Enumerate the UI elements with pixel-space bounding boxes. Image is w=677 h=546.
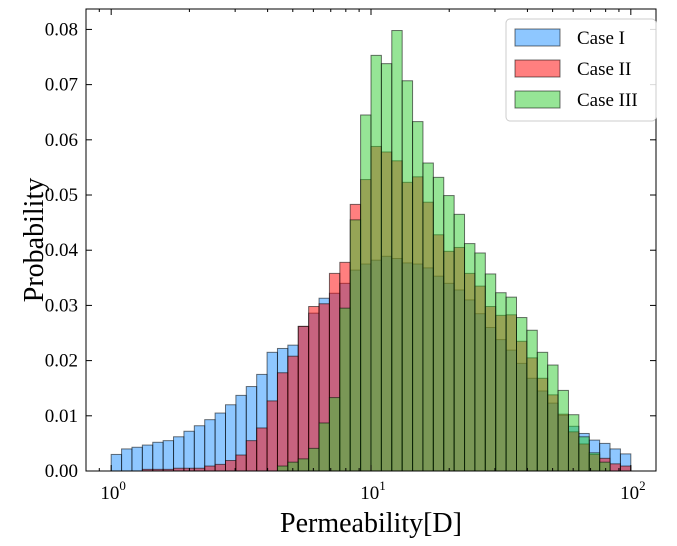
bar xyxy=(536,351,549,472)
bar xyxy=(432,176,445,472)
bar xyxy=(349,219,362,472)
bar xyxy=(235,454,247,472)
bar xyxy=(297,325,310,472)
series-3-bars xyxy=(276,30,611,472)
legend-label: Case II xyxy=(577,59,631,80)
y-tick-label: 0.06 xyxy=(45,130,78,151)
bar xyxy=(224,460,237,472)
bar xyxy=(162,440,175,472)
legend-swatch xyxy=(514,28,561,47)
bar xyxy=(308,306,320,472)
bar xyxy=(256,427,268,472)
bar xyxy=(484,273,497,472)
bar xyxy=(380,63,393,472)
legend-label: Case I xyxy=(577,28,625,49)
bar xyxy=(412,121,424,472)
bar xyxy=(391,30,403,472)
bar xyxy=(121,448,133,472)
bar xyxy=(599,461,611,472)
y-axis-label: Probability xyxy=(19,178,50,302)
legend: Case I Case II Case III xyxy=(505,18,657,122)
bar xyxy=(505,296,518,472)
bar xyxy=(318,422,330,472)
bar xyxy=(276,465,289,472)
bar xyxy=(152,441,164,472)
bar xyxy=(183,430,195,472)
bar xyxy=(619,465,632,472)
bar xyxy=(516,317,528,472)
bar xyxy=(567,414,580,472)
legend-label: Case III xyxy=(577,90,638,111)
bar xyxy=(131,446,143,472)
bar xyxy=(339,307,351,472)
bar xyxy=(547,364,559,472)
y-tick-label: 0.08 xyxy=(45,19,78,40)
y-tick-label: 0.04 xyxy=(45,240,79,261)
bar xyxy=(453,213,466,472)
bar xyxy=(443,195,455,472)
bar xyxy=(474,252,486,472)
y-tick-label: 0.02 xyxy=(45,351,78,372)
bar xyxy=(526,329,538,472)
x-axis-label: Permeability[D] xyxy=(280,508,462,539)
bar xyxy=(110,453,123,472)
y-tick-label: 0.07 xyxy=(45,75,78,96)
bar xyxy=(214,412,226,472)
bar xyxy=(266,400,278,472)
bar xyxy=(141,444,154,472)
bar xyxy=(214,463,226,472)
bar xyxy=(193,425,206,472)
y-tick-label: 0.05 xyxy=(45,185,78,206)
y-tick-label: 0.01 xyxy=(45,406,78,427)
x-tick-label: 101 xyxy=(360,478,386,504)
bar xyxy=(422,162,434,472)
bar xyxy=(204,465,216,472)
bar xyxy=(401,80,414,472)
bar xyxy=(276,372,289,472)
bar xyxy=(245,440,258,472)
bar xyxy=(173,436,185,472)
bar xyxy=(360,114,372,472)
bar xyxy=(495,292,507,472)
bar xyxy=(464,243,476,472)
bar xyxy=(557,389,569,472)
x-tick-label: 100 xyxy=(100,478,125,504)
bar xyxy=(370,54,382,472)
bar xyxy=(297,458,310,472)
axis-ticks: 0.00 0.01 0.02 0.03 0.04 0.05 0.06 0.07 0.08 100 1… xyxy=(45,9,656,504)
y-tick-label: 0.00 xyxy=(45,461,78,482)
bar xyxy=(204,419,216,472)
bar xyxy=(308,447,320,472)
legend-swatch xyxy=(514,90,561,109)
bar xyxy=(287,355,299,472)
legend-swatch xyxy=(514,59,561,78)
bar xyxy=(578,436,590,472)
x-tick-label: 102 xyxy=(620,478,646,504)
y-tick-label: 0.03 xyxy=(45,295,78,316)
bar xyxy=(328,397,341,472)
